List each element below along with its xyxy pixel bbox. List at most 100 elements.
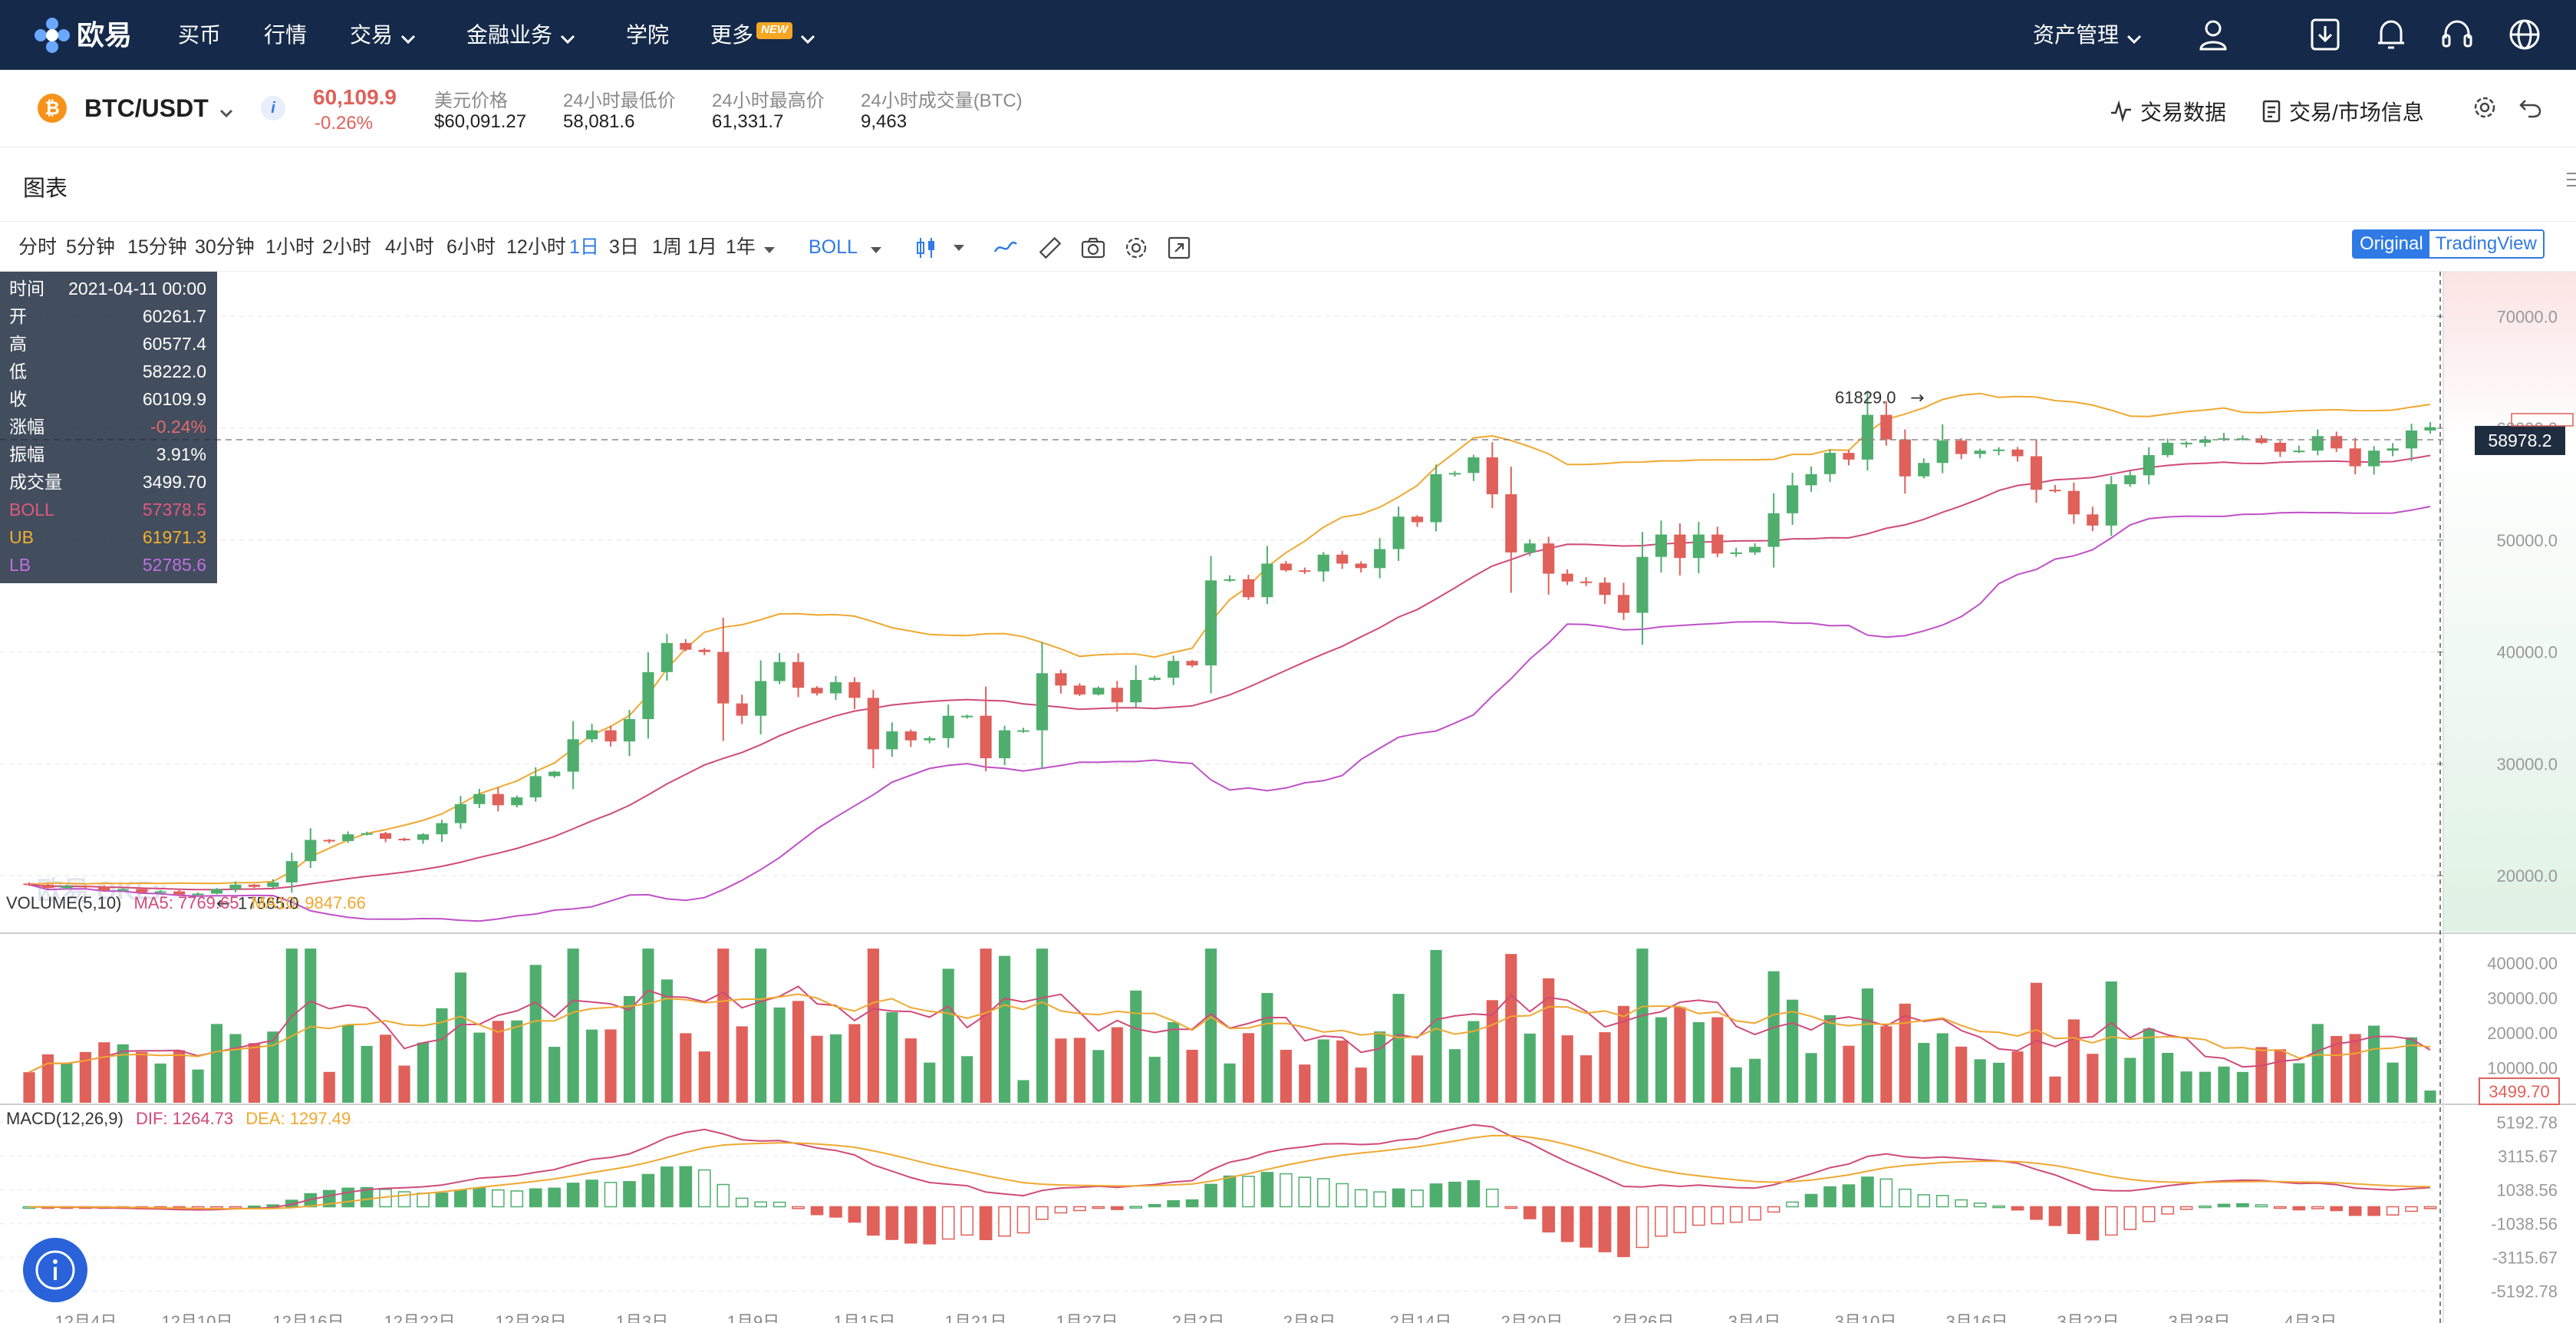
volume-bar	[1261, 992, 1273, 1103]
nav-markets[interactable]: 行情	[264, 23, 308, 47]
trade-data-link[interactable]: 交易数据	[2110, 96, 2226, 127]
volume-bar	[848, 1024, 861, 1103]
macd-histogram-bar	[2311, 1206, 2324, 1209]
candle-body	[1468, 457, 1480, 473]
nav-more[interactable]: 更多 NEW	[710, 0, 815, 70]
candle-body	[717, 652, 730, 704]
macd-histogram-bar	[1973, 1203, 1987, 1208]
chart-settings-icon[interactable]	[1123, 235, 1149, 261]
timeframe-1[interactable]: 5分钟	[66, 236, 115, 258]
view-tradingview-button[interactable]: TradingView	[2435, 233, 2537, 254]
date-label: 3月10日	[1835, 1312, 1897, 1323]
volume-bar	[492, 1021, 504, 1103]
macd-histogram-bar	[2330, 1206, 2344, 1212]
volume-bar	[473, 1032, 486, 1103]
ohlc-key: 时间	[9, 279, 44, 299]
volume-bar	[961, 1056, 973, 1103]
ohlc-row: 收 60109.9	[9, 385, 206, 413]
volume-bar	[2387, 1062, 2399, 1103]
timeframe-4[interactable]: 1小时	[265, 236, 315, 258]
volume-bar	[604, 1029, 617, 1103]
caret-down-icon[interactable]	[951, 235, 967, 261]
ruler-icon[interactable]	[1037, 235, 1063, 261]
timeframe-0[interactable]: 分时	[18, 236, 58, 258]
okx-logo-icon[interactable]	[34, 17, 71, 54]
candle-body	[323, 840, 335, 842]
bell-icon[interactable]	[2373, 17, 2409, 52]
candle-body	[680, 642, 692, 650]
date-label: 1月3日	[616, 1312, 668, 1323]
undo-icon[interactable]	[2518, 94, 2544, 120]
volume-bar	[1955, 1046, 1968, 1103]
nav-finance[interactable]: 金融业务	[466, 0, 575, 70]
collapse-icon[interactable]	[2564, 169, 2576, 192]
logo-text[interactable]: 欧易	[77, 19, 133, 51]
dea-value: DEA: 1297.49	[245, 1109, 351, 1128]
market-info-link[interactable]: 交易/市场信息	[2261, 96, 2424, 128]
headset-icon[interactable]	[2439, 17, 2475, 52]
nav-trade[interactable]: 交易	[350, 0, 416, 70]
candle-body	[548, 771, 561, 777]
date-label: 2月2日	[1172, 1312, 1224, 1323]
ohlc-value: 3.91%	[156, 444, 206, 464]
timeframe-10[interactable]: 3日	[609, 236, 639, 258]
nav-academy[interactable]: 学院	[626, 23, 670, 47]
nav-buy-crypto[interactable]: 买币	[178, 23, 222, 47]
volume-bar	[567, 949, 579, 1103]
macd-histogram-bar	[1935, 1195, 1949, 1208]
macd-histogram-bar	[1148, 1203, 1161, 1208]
usd-price-label: 美元价格	[434, 91, 508, 111]
candle-type-icon[interactable]	[913, 235, 939, 261]
pair-selector[interactable]: BTC/USDT	[84, 94, 233, 124]
camera-icon[interactable]	[1080, 235, 1106, 261]
arrow-right-icon: →	[1910, 388, 1924, 407]
user-icon[interactable]	[2196, 17, 2231, 52]
candle-body	[1955, 440, 1968, 454]
timeframe-5[interactable]: 2小时	[322, 236, 371, 258]
candle-body	[23, 883, 35, 886]
candlestick-chart[interactable]: 欧易 OKEx 70000.060000.050000.040000.03000…	[0, 272, 2576, 1323]
macd-histogram-bar	[1898, 1188, 1912, 1208]
indicator-select[interactable]: BOLL	[809, 222, 882, 272]
pair-info-icon[interactable]: i	[261, 96, 285, 120]
timeframe-2[interactable]: 15分钟	[127, 236, 187, 258]
timeframe-3[interactable]: 30分钟	[195, 236, 255, 258]
candle-body	[942, 715, 954, 738]
download-icon[interactable]	[2308, 17, 2343, 52]
timeframe-11[interactable]: 1周	[652, 236, 682, 258]
volume-bar	[1168, 1021, 1180, 1103]
ohlc-row: 时间 2021-04-11 00:00	[9, 275, 206, 302]
volume-bar	[1749, 1058, 1761, 1103]
volume-bar	[210, 1024, 223, 1103]
volume-bar	[98, 1042, 110, 1103]
volume-bar	[436, 1008, 448, 1103]
timeframe-12[interactable]: 1月	[687, 236, 717, 258]
document-icon	[2261, 100, 2281, 128]
view-original-button[interactable]: Original	[2354, 231, 2429, 257]
volume-bar	[2067, 1019, 2080, 1103]
macd-histogram-bar	[1073, 1206, 1086, 1212]
timeframe-7[interactable]: 6小时	[446, 236, 496, 258]
candle-body	[1130, 680, 1142, 703]
info-button[interactable]	[23, 1238, 87, 1302]
asset-management-menu[interactable]: 资产管理	[2033, 0, 2142, 70]
timeframe-6[interactable]: 4小时	[385, 236, 434, 258]
candle-body	[1448, 473, 1461, 475]
candle-body	[1242, 579, 1255, 598]
line-tool-icon[interactable]	[993, 235, 1019, 261]
timeframe-9[interactable]: 1日	[569, 236, 599, 258]
candle-body	[285, 861, 298, 883]
volume-bar	[380, 1034, 392, 1103]
globe-icon[interactable]	[2507, 17, 2542, 52]
volume-bar	[1843, 1045, 1855, 1103]
timeframe-8[interactable]: 12小时	[506, 236, 566, 258]
fullscreen-icon[interactable]	[1166, 235, 1192, 261]
macd-histogram-bar	[1598, 1206, 1612, 1252]
macd-histogram-bar	[529, 1188, 542, 1208]
macd-histogram-bar	[904, 1206, 917, 1244]
candle-body	[192, 893, 204, 896]
timeframe-13[interactable]: 1年	[726, 222, 776, 272]
macd-histogram-bar	[923, 1206, 937, 1245]
volume-bar	[2349, 1034, 2361, 1103]
settings-gear-icon[interactable]	[2472, 94, 2498, 120]
